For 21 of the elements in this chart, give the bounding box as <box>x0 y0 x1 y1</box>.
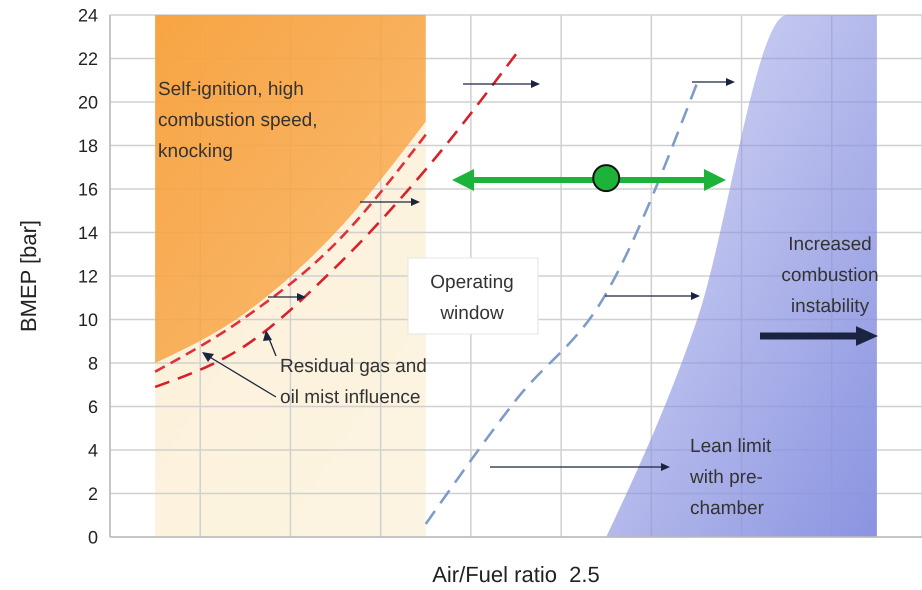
y-tick-label: 6 <box>88 396 98 417</box>
y-tick-label: 4 <box>88 440 98 460</box>
y-tick-label: 22 <box>78 48 98 69</box>
annotation: Residual gas and oil mist influence <box>280 356 427 408</box>
y-tick-label: 14 <box>78 222 98 243</box>
y-tick-label: 8 <box>88 353 98 374</box>
y-tick-label: 24 <box>78 5 98 26</box>
y-tick-label: 10 <box>78 310 98 330</box>
y-tick-label: 18 <box>78 136 98 156</box>
y-tick-label: 16 <box>78 179 98 200</box>
annotation: Operating window <box>430 272 514 324</box>
annotation: Lean limit with pre- chamber <box>689 436 772 519</box>
y-tick-label: 12 <box>78 266 98 286</box>
y-tick-label: 20 <box>78 92 98 112</box>
annotation: Self-ignition, high combustion speed, knocking <box>158 79 318 162</box>
y-tick-label: 0 <box>88 527 98 548</box>
x-axis-title: Air/Fuel ratio 2.5 <box>432 562 600 587</box>
y-axis-title: BMEP [bar] <box>16 220 41 332</box>
annotation: Increased combustion instability <box>781 234 879 317</box>
y-tick-label: 2 <box>88 484 98 504</box>
line-series <box>154 52 518 388</box>
